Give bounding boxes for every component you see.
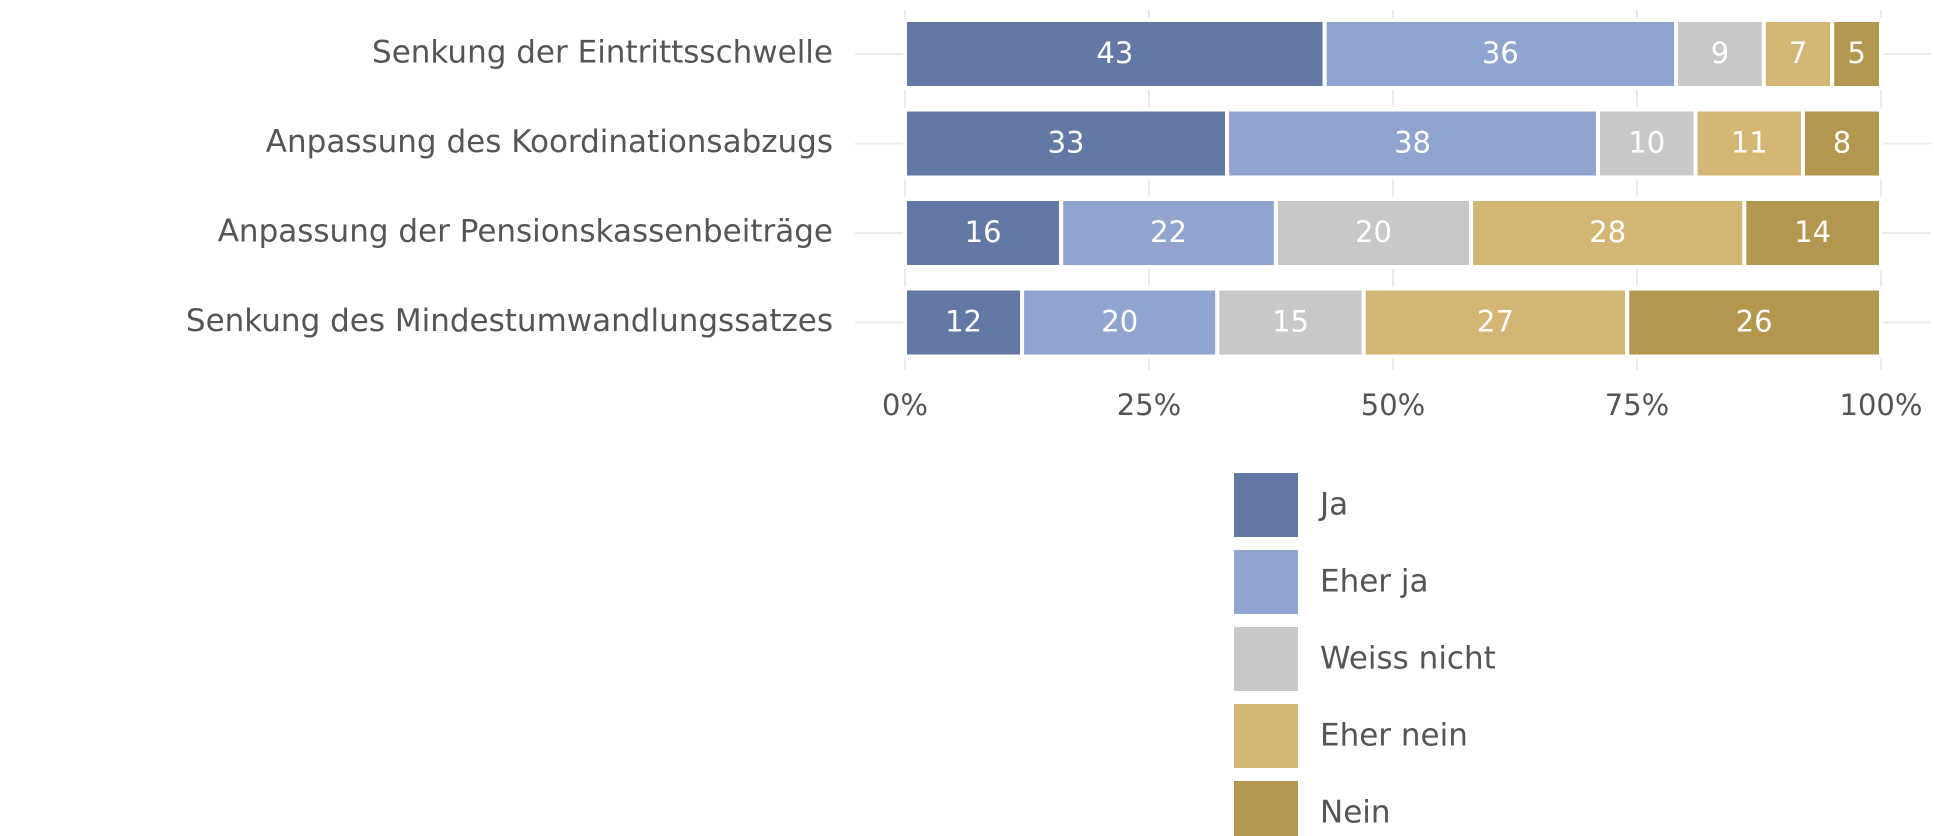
y-tick-label: Anpassung der Pensionskassenbeiträge: [218, 214, 833, 250]
legend-swatch: [1234, 550, 1298, 614]
legend-swatch: [1234, 704, 1298, 768]
data-label: 43: [1096, 36, 1133, 70]
data-label: 36: [1482, 36, 1519, 70]
bar-segment: [1020, 286, 1220, 359]
data-label: 26: [1736, 305, 1773, 339]
data-label: 33: [1048, 126, 1085, 160]
bar-segment: [1273, 197, 1474, 269]
bar-segment: [903, 107, 1230, 180]
legend-label: Eher nein: [1320, 718, 1468, 754]
data-label: 22: [1150, 215, 1187, 249]
bar-segment: [903, 197, 1064, 269]
data-label: 27: [1477, 305, 1514, 339]
x-tick-label: 50%: [1361, 388, 1425, 422]
data-label: 11: [1731, 126, 1768, 160]
legend-label: Ja: [1318, 487, 1348, 523]
legend-swatch: [1234, 627, 1298, 691]
bar-segment: [1742, 197, 1883, 269]
bar-segment: [903, 286, 1025, 359]
data-label: 28: [1589, 215, 1626, 249]
data-label: 9: [1711, 36, 1729, 70]
bar-segment: [1830, 18, 1883, 90]
bar-segment: [1322, 18, 1679, 90]
data-label: 15: [1272, 305, 1309, 339]
legend-swatch: [1234, 473, 1298, 537]
y-tick-label: Anpassung des Koordinationsabzugs: [266, 124, 833, 160]
bar-segment: [1625, 286, 1883, 359]
legend-swatch: [1234, 781, 1298, 836]
data-label: 8: [1833, 126, 1851, 160]
data-label: 12: [945, 305, 982, 339]
bar-segment: [1761, 18, 1835, 90]
data-label: 16: [965, 215, 1002, 249]
data-label: 7: [1789, 36, 1807, 70]
x-tick-label: 75%: [1605, 388, 1669, 422]
data-label: 5: [1847, 36, 1865, 70]
bar-segment: [1215, 286, 1366, 359]
legend-label: Weiss nicht: [1320, 641, 1496, 677]
legend-label: Nein: [1320, 795, 1391, 831]
bar-segment: [1225, 107, 1600, 180]
x-tick-label: 25%: [1117, 388, 1181, 422]
data-label: 14: [1794, 215, 1831, 249]
data-label: 20: [1101, 305, 1138, 339]
data-label: 10: [1628, 126, 1665, 160]
x-tick-label: 0%: [882, 388, 928, 422]
bar-segment: [1800, 107, 1884, 180]
x-tick-label: 100%: [1840, 388, 1923, 422]
data-label: 38: [1394, 126, 1431, 160]
legend-label: Eher ja: [1320, 564, 1429, 600]
y-tick-label: Senkung des Mindestumwandlungssatzes: [186, 303, 833, 339]
bar-segment: [1693, 107, 1805, 180]
data-label: 20: [1355, 215, 1392, 249]
y-tick-label: Senkung der Eintrittsschwelle: [372, 35, 833, 71]
